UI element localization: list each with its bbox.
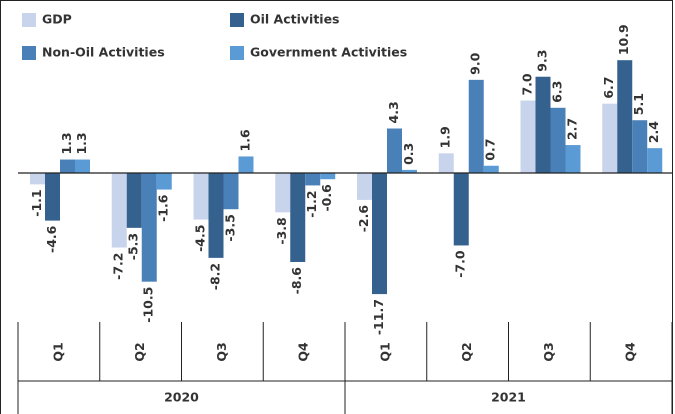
bar — [402, 169, 417, 173]
bar — [208, 173, 224, 258]
value-label: 9.3 — [535, 50, 550, 72]
bar — [468, 79, 484, 173]
x-tick-label: Q1 — [377, 342, 392, 361]
x-tick-label: Q1 — [50, 342, 65, 361]
bar — [111, 173, 127, 248]
bar — [156, 173, 172, 190]
bar — [483, 165, 499, 173]
bar — [30, 173, 45, 185]
value-label: -3.8 — [274, 217, 289, 244]
bar — [550, 107, 566, 173]
bar — [45, 173, 60, 221]
value-label: 1.9 — [438, 126, 453, 148]
x-tick-label: Q4 — [623, 342, 638, 362]
legend-swatch — [22, 46, 36, 60]
value-label: 10.9 — [616, 24, 631, 55]
bar — [617, 60, 633, 174]
group-label: 2020 — [164, 390, 199, 405]
bar — [372, 173, 387, 295]
bar — [193, 173, 209, 220]
value-label: -4.6 — [44, 225, 59, 253]
bar — [387, 128, 402, 173]
legend-label: Non-Oil Activities — [42, 45, 165, 60]
x-tick-label: Q3 — [214, 342, 229, 361]
value-label: 9.0 — [468, 52, 483, 74]
value-label: -11.7 — [371, 299, 386, 335]
bar — [60, 159, 75, 173]
legend-label: Government Activities — [250, 45, 407, 60]
bar — [647, 148, 663, 173]
bar — [565, 145, 581, 173]
value-label: 1.3 — [59, 132, 74, 154]
x-tick-label: Q3 — [541, 342, 556, 361]
bar — [535, 76, 551, 173]
value-label: 1.3 — [74, 132, 89, 154]
value-label: -4.5 — [193, 225, 208, 252]
value-label: 0.3 — [401, 143, 416, 165]
x-tick-label: Q2 — [132, 342, 147, 361]
bar — [632, 120, 648, 173]
bar — [602, 103, 618, 173]
value-label: -8.2 — [208, 263, 223, 290]
legend-swatch — [230, 13, 244, 27]
legend-swatch — [230, 46, 244, 60]
value-label: 2.7 — [565, 118, 580, 140]
value-label: -5.3 — [126, 233, 141, 260]
bar — [238, 156, 254, 173]
value-label: -7.0 — [453, 250, 468, 278]
bar — [223, 173, 239, 210]
value-label: -3.5 — [223, 214, 238, 241]
bar — [438, 153, 454, 173]
legend-label: Oil Activities — [250, 12, 340, 27]
bar — [320, 173, 336, 180]
value-label: -2.6 — [356, 205, 371, 233]
bar — [453, 173, 469, 246]
bar — [126, 173, 142, 228]
x-tick-label: Q2 — [459, 342, 474, 361]
value-label: 6.7 — [601, 76, 616, 98]
value-label: -8.6 — [289, 267, 304, 295]
bar — [75, 159, 90, 173]
value-label: -7.2 — [111, 253, 126, 280]
group-label: 2021 — [491, 390, 526, 405]
value-label: 6.3 — [550, 81, 565, 103]
value-label: -1.1 — [29, 189, 44, 216]
value-label: -0.6 — [319, 184, 334, 212]
value-label: -10.5 — [141, 287, 156, 323]
value-label: 0.7 — [483, 139, 498, 161]
value-label: 5.1 — [631, 93, 646, 115]
bar — [520, 100, 536, 173]
bar — [141, 173, 157, 282]
value-label: 7.0 — [520, 73, 535, 95]
bar — [357, 173, 372, 200]
bar — [275, 173, 291, 213]
value-label: 4.3 — [386, 101, 401, 123]
bar — [290, 173, 306, 263]
bar — [305, 173, 321, 186]
value-label: 2.4 — [646, 121, 661, 143]
value-label: 1.6 — [238, 129, 253, 151]
value-label: -1.2 — [304, 190, 319, 217]
legend-label: GDP — [42, 12, 72, 27]
legend-swatch — [22, 13, 36, 27]
x-tick-label: Q4 — [296, 342, 311, 362]
value-label: -1.6 — [156, 194, 171, 222]
